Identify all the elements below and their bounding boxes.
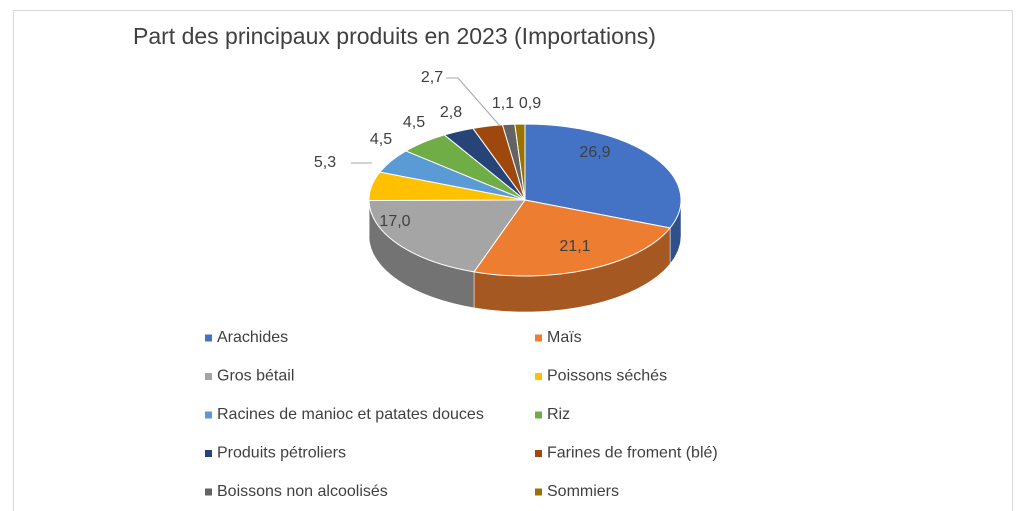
- legend-label: Gros bétail: [217, 368, 294, 385]
- legend-label: Maïs: [547, 329, 582, 346]
- data-label: 17,0: [379, 213, 410, 230]
- pie-slice: [514, 123, 526, 201]
- data-label: 4,5: [403, 114, 425, 131]
- data-label: 2,8: [440, 104, 462, 121]
- data-label: 4,5: [370, 131, 392, 148]
- legend-swatch: [205, 411, 212, 419]
- data-label: 21,1: [559, 238, 590, 255]
- legend-swatch: [535, 450, 542, 457]
- legend-swatch: [205, 450, 212, 457]
- data-label: 2,7: [421, 69, 443, 86]
- pie-slice: [368, 199, 526, 273]
- legend-label: Farines de froment (blé): [547, 445, 718, 462]
- legend-label: Poissons séchés: [547, 368, 667, 385]
- legend-label: Boissons non alcoolisés: [217, 483, 388, 500]
- legend-swatch: [205, 334, 212, 342]
- legend-swatch: [205, 373, 212, 380]
- legend-swatch: [535, 373, 542, 380]
- legend-label: Arachides: [217, 329, 288, 346]
- legend-label: Sommiers: [547, 483, 619, 500]
- chart-title: Part des principaux produits en 2023 (Im…: [133, 23, 656, 49]
- data-label: 26,9: [579, 144, 610, 161]
- legend-label: Produits pétroliers: [217, 445, 346, 462]
- pie-slice: [473, 199, 671, 277]
- legend-swatch: [535, 488, 542, 496]
- data-label: 5,3: [314, 154, 336, 171]
- pie-slice: [524, 123, 682, 229]
- legend-swatch: [535, 334, 542, 342]
- legend-swatch: [535, 411, 542, 419]
- legend-label: Racines de manioc et patates douces: [217, 406, 484, 423]
- legend-label: Riz: [547, 406, 570, 423]
- data-label: 0,9: [519, 95, 541, 112]
- data-label: 1,1: [492, 95, 514, 112]
- leader-line: [446, 77, 501, 127]
- legend-swatch: [205, 488, 212, 496]
